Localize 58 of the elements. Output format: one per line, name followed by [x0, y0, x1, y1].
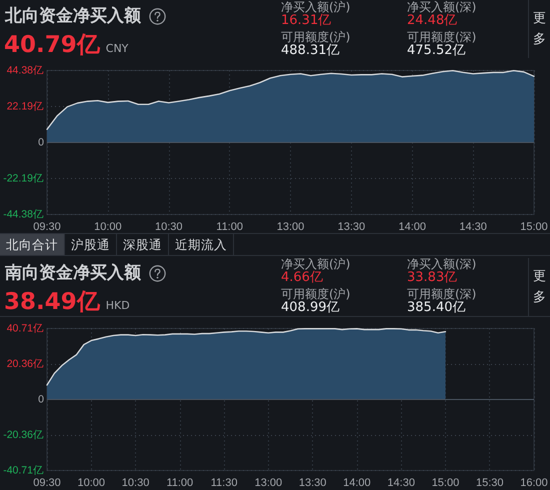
x-tick-label: 16:00 [520, 477, 548, 489]
tab: 深股通 [117, 234, 169, 255]
y-tick-label: 44.38亿 [6, 64, 44, 76]
chart-title: 南向资金净买入额 [5, 262, 141, 284]
y-tick-label: -40.71亿 [3, 464, 44, 476]
x-tick-label: 15:00 [432, 477, 460, 489]
y-tick-label: 22.19亿 [6, 100, 44, 112]
text: 可用额度(沪) [281, 286, 350, 300]
y-tick-label: 0 [38, 136, 44, 148]
y-tick-label: -22.19亿 [3, 172, 44, 184]
text: 可用额度(深) [407, 286, 476, 300]
x-tick-label: 15:30 [476, 477, 504, 489]
x-tick-label: 14:00 [343, 477, 371, 489]
text: 16.31亿 [281, 13, 332, 29]
text: 净买入额(沪) [281, 0, 350, 14]
chart-title: 北向资金净买入额 [5, 5, 141, 27]
x-tick-label: 10:30 [122, 477, 150, 489]
text: 38.49亿 [4, 288, 100, 316]
tab: 北向合计 [0, 234, 65, 255]
x-tick-label: 14:30 [387, 477, 415, 489]
y-tick-label: 0 [38, 394, 44, 406]
text: 净买入额(沪) [281, 256, 350, 271]
x-tick-label: 09:30 [33, 221, 61, 233]
text: 385.40亿 [407, 300, 466, 316]
y-tick-label: -20.36亿 [3, 429, 44, 442]
y-tick-label: -44.38亿 [3, 208, 44, 220]
text: 可用额度(深) [407, 28, 476, 44]
x-tick-label: 14:30 [459, 221, 487, 233]
text: 净买入额(深) [407, 0, 476, 14]
x-tick-label: 13:30 [298, 477, 326, 489]
x-tick-label: 13:30 [338, 221, 366, 233]
x-tick-label: 10:30 [154, 221, 183, 233]
text: 可用额度(沪) [281, 28, 350, 44]
y-tick-label: 40.71亿 [6, 322, 44, 334]
x-tick-label: 09:30 [33, 477, 61, 489]
text: 40.79亿 [4, 31, 100, 59]
text: HKD [106, 299, 130, 312]
text: 4.66亿 [281, 270, 323, 286]
x-tick-label: 10:00 [94, 221, 122, 233]
x-tick-label: 13:00 [276, 221, 304, 233]
x-tick-label: 11:00 [166, 477, 194, 489]
x-tick-label: 14:00 [398, 221, 426, 233]
text: 33.83亿 [407, 270, 458, 286]
x-tick-label: 10:00 [78, 477, 106, 489]
x-tick-label: 15:00 [520, 221, 548, 233]
text: 488.31亿 [281, 43, 340, 59]
text: 净买入额(深) [407, 256, 476, 271]
text: 408.99亿 [281, 300, 340, 316]
text: 24.48亿 [407, 13, 458, 29]
text: CNY [106, 42, 128, 55]
text: 475.52亿 [407, 43, 466, 59]
more-button: 更多 [528, 0, 550, 58]
x-tick-label: 11:00 [216, 221, 243, 233]
x-tick-label: 11:30 [210, 477, 238, 489]
x-tick-label: 13:00 [254, 477, 282, 489]
tab: 近期流入 [169, 234, 234, 255]
y-tick-label: 20.36亿 [6, 358, 44, 370]
tab: 沪股通 [65, 234, 117, 255]
